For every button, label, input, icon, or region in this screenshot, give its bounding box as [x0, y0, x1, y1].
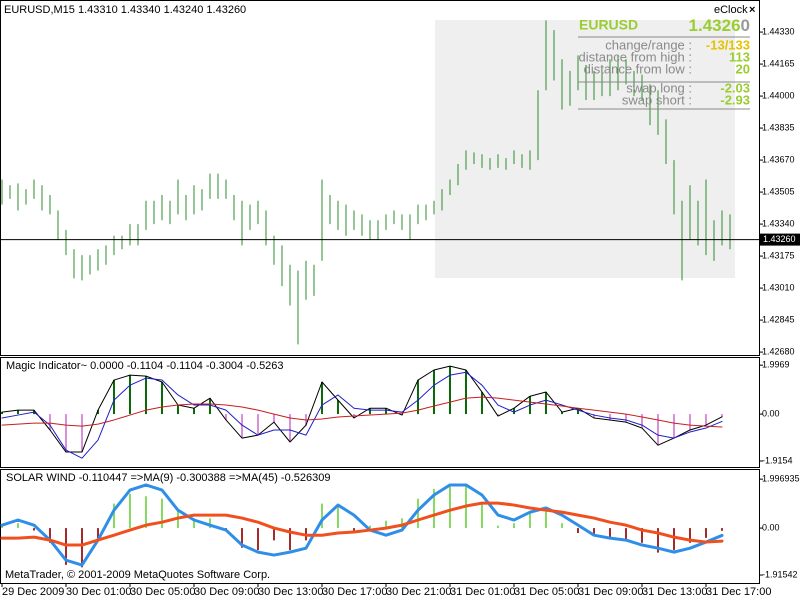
eclock-symbol: EURUSD: [579, 17, 638, 33]
indicator-line: [1, 365, 723, 453]
x-tick-label: 31 Dec 13:00: [642, 586, 707, 598]
x-tick-label: 31 Dec 05:00: [514, 586, 579, 598]
overlay: eClock × EURUSD 1.43260 change/range : -…: [4, 4, 755, 581]
x-tick-label: 30 Dec 13:00: [258, 586, 323, 598]
y-tick-label: 1.43505: [762, 186, 795, 196]
eclock-title: eClock: [714, 4, 748, 16]
y-tick-label: 1.42845: [762, 314, 795, 324]
row-value: -13/133: [706, 37, 750, 52]
x-tick-label: 30 Dec 01:00: [66, 586, 131, 598]
footer: MetaTrader, © 2001-2009 MetaQuotes Softw…: [5, 569, 270, 581]
indicator-line: [1, 396, 723, 428]
indicator-line: [1, 371, 723, 459]
magic-panel-frame: [0, 357, 760, 468]
panel-title: SOLAR WIND -0.110447 =>MA(9) -0.300388 =…: [6, 472, 330, 484]
y-tick-label: -1.9154: [762, 455, 793, 465]
row-label: swap long :: [626, 80, 692, 95]
y-tick-label: 1.43010: [762, 282, 795, 292]
solar-panel-frame: [0, 469, 760, 584]
eclock-panel: [435, 20, 735, 278]
x-tick-label: 29 Dec 2009: [2, 586, 64, 598]
y-tick-label: 0.00: [762, 522, 780, 532]
row-label: distance from high :: [579, 49, 692, 64]
row-label: swap short :: [622, 92, 692, 107]
marks: 1.44330 1.44165 1.44000 1.43835 1.43670 1.435…: [0, 20, 800, 598]
eclock-close[interactable]: ×: [749, 4, 755, 16]
last-price-label: 1.43260: [763, 234, 796, 244]
y-tick-label: 1.43670: [762, 154, 795, 164]
y-tick-label: -1.91542: [762, 569, 798, 579]
indicator-line: [0, 483, 724, 567]
y-tick-label: 1.44165: [762, 58, 795, 68]
row-label: change/range :: [605, 37, 692, 52]
x-tick-label: 31 Dec 09:00: [578, 586, 643, 598]
row-value: 113: [729, 49, 750, 64]
price-last-digit: 0: [741, 16, 750, 35]
row-value: 20: [736, 61, 750, 76]
y-tick-label: 1.44330: [762, 26, 795, 36]
y-tick-label: 1.43835: [762, 122, 795, 132]
y-tick-label: 1.42680: [762, 346, 795, 356]
x-tick-label: 30 Dec 05:00: [130, 586, 195, 598]
y-tick-label: 1.43340: [762, 218, 795, 228]
y-tick-label: 1.43175: [762, 250, 795, 260]
row-label: distance from low :: [584, 61, 692, 76]
price-main: 1.4326: [689, 16, 741, 35]
y-tick-label: 1.44000: [762, 90, 795, 100]
y-tick-label: 1.996935: [762, 474, 800, 484]
x-tick-label: 31 Dec 01:00: [450, 586, 515, 598]
last-price-box: [760, 233, 800, 246]
x-tick-label: 30 Dec 09:00: [194, 586, 259, 598]
row-value: -2.03: [720, 80, 750, 95]
y-tick-label: 0.00: [762, 408, 780, 418]
panel-title: EURUSD,M15 1.43310 1.43340 1.43240 1.432…: [4, 4, 246, 16]
panel-title: Magic Indicator~ 0.0000 -0.1104 -0.1104 …: [6, 360, 284, 372]
indicator-line: [0, 501, 724, 547]
x-tick-label: 30 Dec 21:00: [386, 586, 451, 598]
eclock-price: 1.43260: [689, 16, 750, 35]
main-panel-frame: [0, 0, 760, 356]
row-value: -2.93: [720, 92, 750, 107]
x-tick-label: 31 Dec 17:00: [706, 586, 771, 598]
x-tick-label: 30 Dec 17:00: [322, 586, 387, 598]
y-tick-label: 1.9969: [762, 360, 790, 370]
